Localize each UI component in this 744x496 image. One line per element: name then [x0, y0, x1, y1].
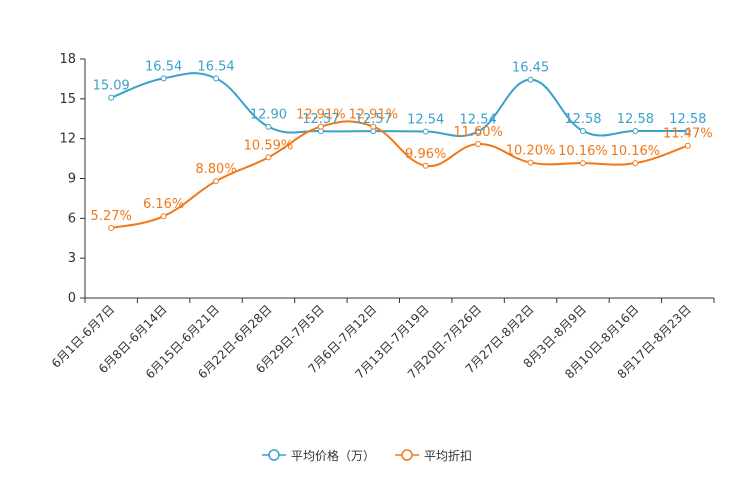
data-point — [422, 162, 429, 169]
data-label: 12.58 — [564, 112, 601, 127]
data-label: 12.57 — [355, 112, 392, 127]
data-point — [265, 123, 272, 130]
data-point — [632, 160, 639, 167]
data-label: 12.54 — [407, 112, 444, 127]
y-tick-label: 0 — [68, 291, 76, 306]
data-label: 12.91% — [349, 108, 399, 123]
data-label: 12.54 — [460, 112, 497, 127]
data-label: 12.91% — [296, 108, 346, 123]
data-label: 12.90 — [250, 108, 287, 123]
data-label: 10.59% — [244, 138, 294, 153]
data-label: 16.45 — [512, 61, 549, 76]
data-label: 10.16% — [611, 144, 661, 159]
data-label: 12.58 — [617, 112, 654, 127]
legend-label[interactable]: 平均折扣 — [424, 448, 472, 463]
data-label: 15.09 — [93, 79, 130, 94]
y-tick-label: 18 — [59, 52, 76, 67]
legend-marker[interactable] — [401, 449, 413, 461]
data-label: 12.58 — [669, 112, 706, 127]
y-tick-label: 9 — [68, 172, 76, 187]
data-point — [684, 142, 691, 149]
data-point — [527, 159, 534, 166]
data-label: 9.96% — [405, 147, 446, 162]
data-label: 12.57 — [302, 112, 339, 127]
data-point — [265, 154, 272, 161]
data-label: 10.20% — [506, 144, 556, 159]
y-tick-label: 12 — [59, 132, 76, 147]
y-tick-label: 15 — [59, 92, 76, 107]
data-label: 8.80% — [195, 162, 236, 177]
data-label: 11.47% — [663, 127, 713, 142]
data-point — [108, 94, 115, 101]
data-label: 11.60% — [453, 125, 503, 140]
data-label: 10.16% — [558, 144, 608, 159]
data-point — [422, 128, 429, 135]
legend-label[interactable]: 平均价格（万） — [291, 448, 375, 463]
data-point — [475, 128, 482, 135]
data-point — [317, 123, 324, 130]
data-point — [160, 75, 167, 82]
data-label: 16.54 — [197, 59, 234, 74]
y-tick-label: 3 — [68, 251, 76, 266]
data-point — [370, 123, 377, 130]
data-point — [579, 160, 586, 167]
data-label: 5.27% — [91, 209, 132, 224]
data-point — [632, 127, 639, 134]
data-point — [475, 140, 482, 147]
data-label: 16.54 — [145, 59, 182, 74]
data-point — [579, 127, 586, 134]
data-point — [160, 213, 167, 220]
data-point — [684, 127, 691, 134]
data-point — [213, 75, 220, 82]
y-tick-label: 6 — [68, 211, 76, 226]
data-point — [527, 76, 534, 83]
legend-marker[interactable] — [268, 449, 280, 461]
data-label: 6.16% — [143, 197, 184, 212]
data-point — [108, 225, 115, 232]
data-point — [213, 178, 220, 185]
